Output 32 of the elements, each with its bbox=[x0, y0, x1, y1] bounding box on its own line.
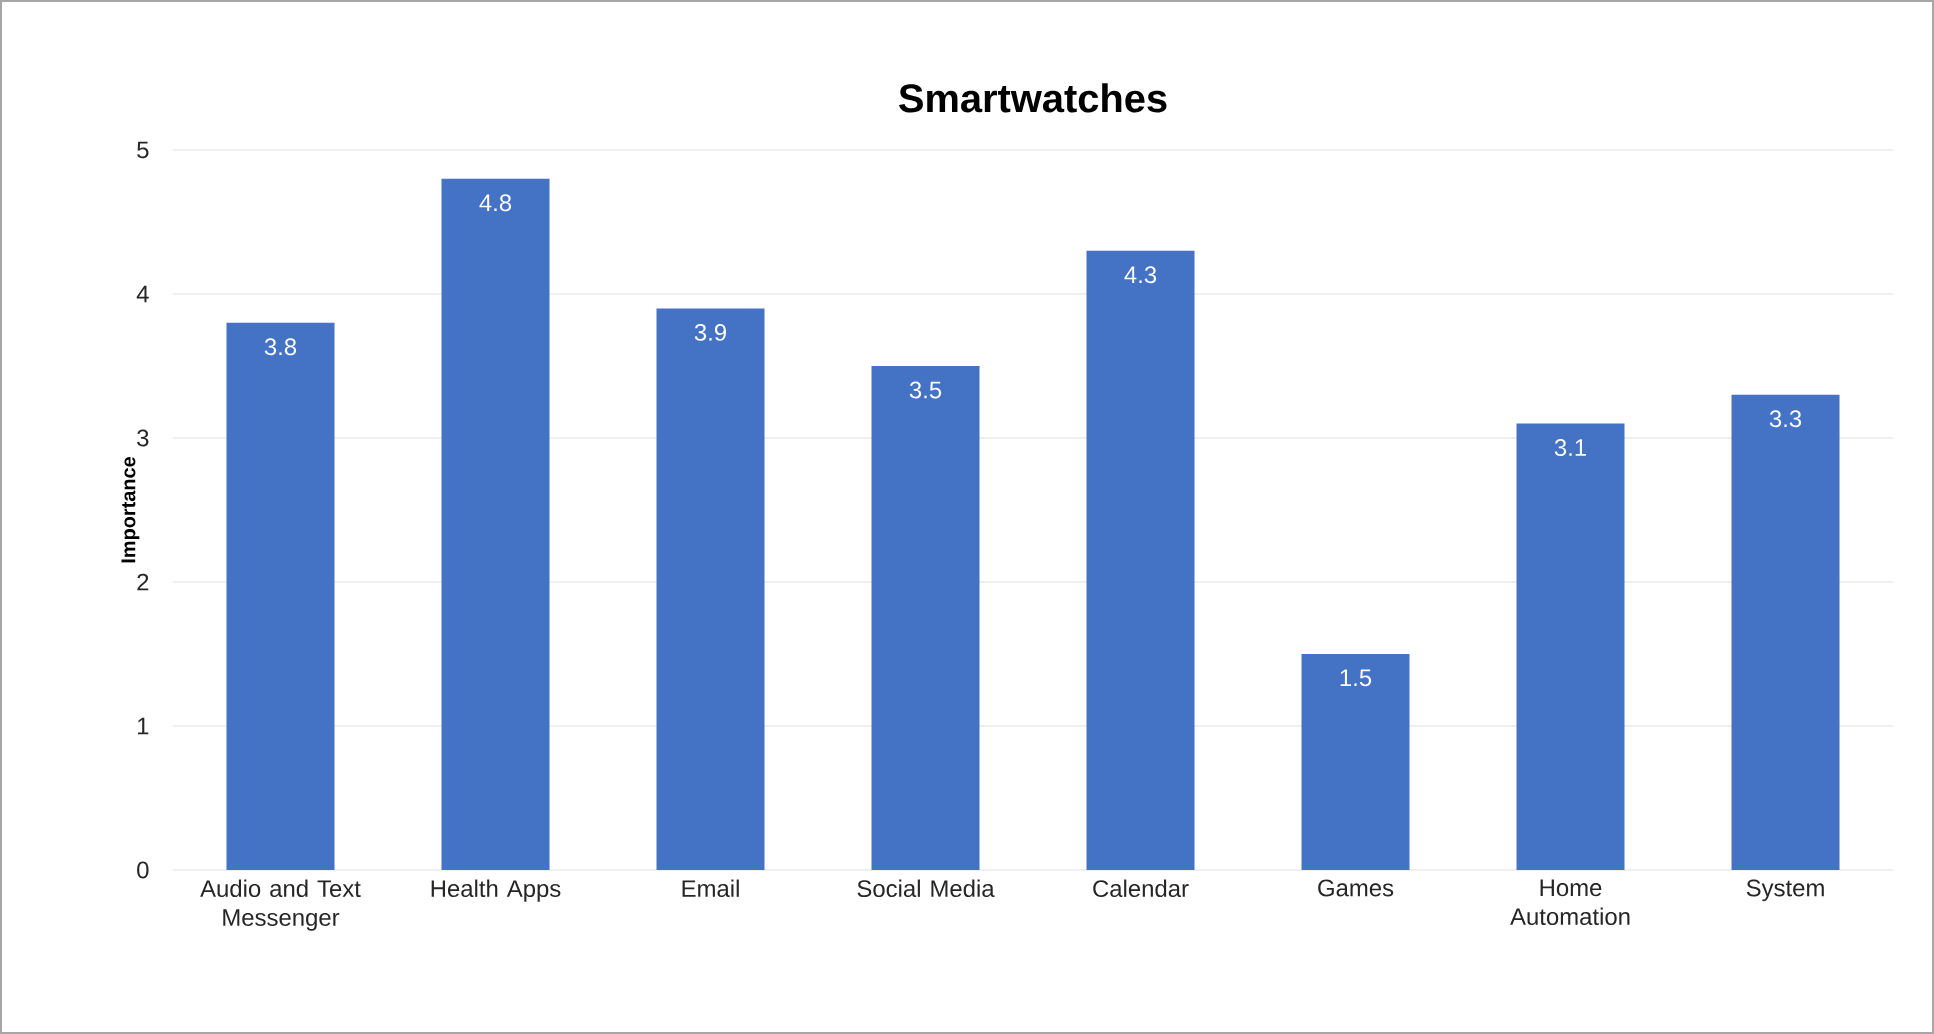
bar bbox=[226, 322, 335, 870]
y-tick-label: 0 bbox=[137, 861, 149, 879]
y-axis-title: Importance bbox=[121, 456, 140, 563]
bar bbox=[1516, 423, 1625, 870]
y-tick-label: 3 bbox=[137, 429, 149, 447]
x-tick-label: System bbox=[1746, 879, 1824, 902]
x-tick-label: Health Apps bbox=[431, 879, 561, 902]
x-tick-label: Home Automation bbox=[1510, 879, 1630, 926]
bar bbox=[441, 178, 550, 870]
x-tick-label: Social Media bbox=[857, 879, 995, 898]
data-label: 3.3 bbox=[1769, 410, 1802, 428]
bar bbox=[1731, 394, 1840, 870]
data-label: 3.1 bbox=[1554, 439, 1586, 457]
data-label: 4.3 bbox=[1124, 266, 1157, 284]
bar bbox=[1301, 654, 1410, 870]
data-label: 3.5 bbox=[909, 381, 942, 399]
data-label: 4.8 bbox=[479, 194, 512, 212]
bar bbox=[1086, 250, 1195, 870]
chart-title: Smartwatches bbox=[899, 83, 1167, 113]
x-tick-label: Audio and Text Messenger bbox=[200, 879, 361, 931]
bar bbox=[656, 308, 765, 870]
y-tick-label: 1 bbox=[138, 717, 149, 735]
x-tick-label: Calendar bbox=[1093, 879, 1189, 898]
x-tick-label: Games bbox=[1318, 879, 1394, 897]
data-label: 3.8 bbox=[264, 338, 297, 356]
bar bbox=[871, 366, 980, 870]
x-tick-label: Email bbox=[682, 879, 739, 898]
y-tick-label: 5 bbox=[137, 141, 149, 159]
data-label: 1.5 bbox=[1340, 669, 1372, 687]
y-tick-label: 4 bbox=[136, 285, 149, 303]
data-label: 3.9 bbox=[694, 323, 726, 341]
y-tick-label: 2 bbox=[137, 573, 149, 591]
